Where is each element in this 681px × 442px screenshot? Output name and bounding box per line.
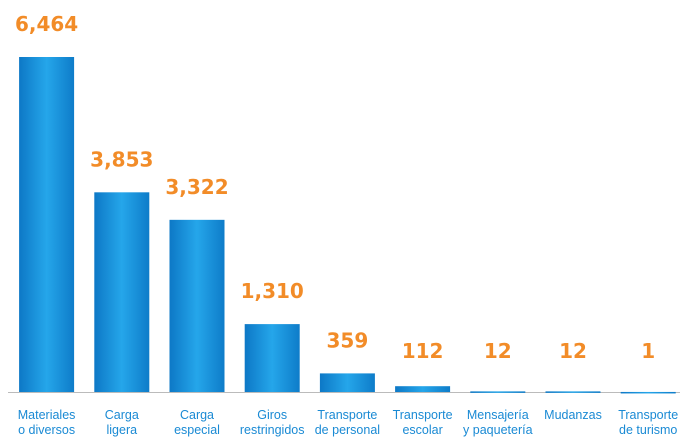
x-tick-label: Mensajería y paquetería xyxy=(463,408,533,437)
value-label: 112 xyxy=(402,339,444,363)
bar xyxy=(319,373,375,392)
bar xyxy=(545,391,601,393)
bar xyxy=(94,192,150,392)
value-label: 6,464 xyxy=(15,12,78,36)
value-label: 1,310 xyxy=(241,279,304,303)
bar xyxy=(244,324,300,392)
x-tick-label: Materiales o diversos xyxy=(18,408,76,437)
bar xyxy=(169,219,225,392)
x-tick-label: Transporte de personal xyxy=(315,408,380,437)
value-label: 1 xyxy=(641,339,655,363)
bar xyxy=(470,391,526,393)
x-tick-label: Giros restringidos xyxy=(240,408,305,437)
x-tick-label: Transporte escolar xyxy=(393,408,453,437)
x-tick-label: Mudanzas xyxy=(544,408,602,422)
x-tick-label: Carga ligera xyxy=(105,408,139,437)
value-label: 12 xyxy=(484,339,512,363)
x-tick-label: Transporte de turismo xyxy=(618,408,678,437)
bar xyxy=(395,386,451,392)
bar xyxy=(620,391,676,394)
value-label: 359 xyxy=(327,328,369,352)
bar xyxy=(19,57,75,392)
value-label: 3,322 xyxy=(165,175,228,199)
value-label: 12 xyxy=(559,339,587,363)
value-label: 3,853 xyxy=(90,147,153,171)
x-tick-label: Carga especial xyxy=(174,408,220,437)
